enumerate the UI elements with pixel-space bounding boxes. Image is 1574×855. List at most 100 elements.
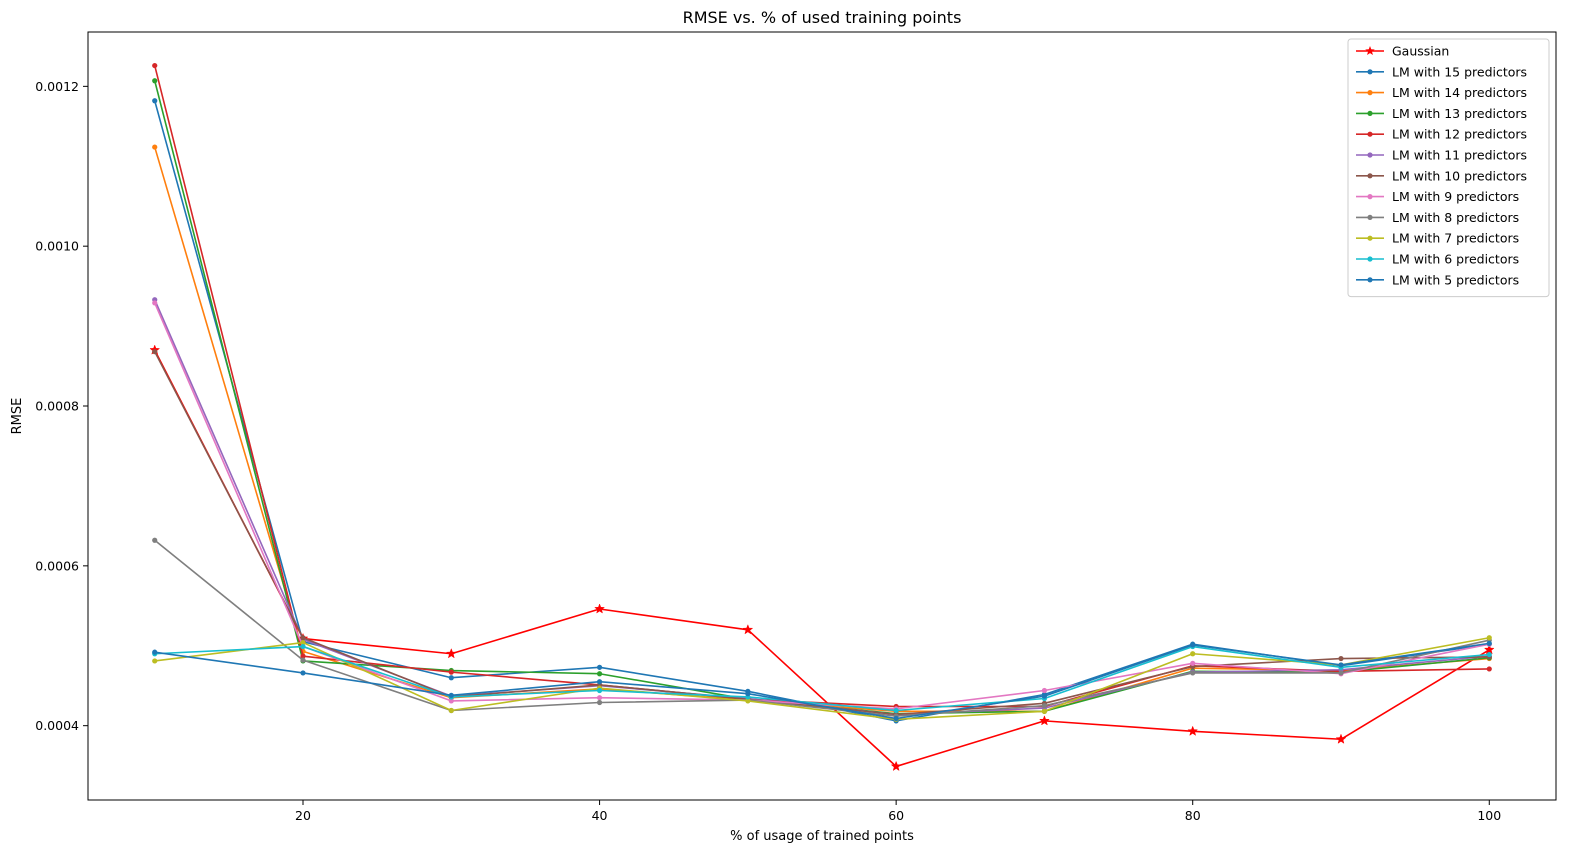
plot-frame (87, 31, 1557, 801)
y-tick-label: 0.0008 (35, 399, 79, 414)
legend-label: LM with 5 predictors (1392, 272, 1519, 287)
legend-marker (1367, 235, 1373, 241)
legend-label: LM with 6 predictors (1392, 252, 1519, 267)
legend-marker (1367, 194, 1373, 200)
legend-item: LM with 8 predictors (1356, 210, 1519, 225)
data-point (1486, 640, 1492, 646)
legend-label: LM with 12 predictors (1392, 127, 1527, 142)
legend-label: LM with 13 predictors (1392, 106, 1527, 121)
y-tick-label: 0.0010 (35, 239, 79, 254)
data-point (596, 695, 603, 701)
data-point (1338, 662, 1344, 668)
data-point (596, 664, 603, 670)
data-point (448, 698, 454, 704)
legend-label: LM with 15 predictors (1392, 64, 1527, 79)
data-point (300, 653, 306, 659)
data-point (300, 670, 306, 676)
data-point (893, 707, 899, 714)
legend-label: LM with 14 predictors (1392, 85, 1527, 100)
data-point (448, 692, 454, 698)
data-point (594, 603, 606, 614)
legend-marker (1365, 46, 1375, 56)
legend-marker (1367, 214, 1373, 220)
data-point (1190, 642, 1196, 648)
data-point (745, 691, 751, 697)
x-tick-label: 40 (592, 808, 608, 823)
data-point (152, 649, 158, 655)
y-tick-label: 0.0004 (35, 718, 79, 733)
legend-item: LM with 10 predictors (1356, 168, 1527, 183)
data-point (890, 760, 902, 772)
data-point (300, 643, 306, 650)
series-0 (149, 344, 1495, 772)
data-point (152, 349, 158, 355)
legend-item: LM with 11 predictors (1356, 148, 1527, 163)
data-point (448, 669, 454, 675)
legend-marker (1367, 173, 1373, 179)
data-point (1338, 655, 1344, 662)
series-line (154, 645, 1490, 712)
data-point (596, 671, 603, 677)
x-tick-label: 20 (295, 808, 311, 823)
y-axis: 0.0004 0.0006 0.0008 0.0010 0.0012 (35, 79, 88, 733)
plot-area (88, 32, 1556, 800)
data-point (1038, 715, 1050, 726)
data-point (152, 537, 158, 543)
legend: Gaussian LM with 15 predictors LM with 14 … (1347, 38, 1550, 298)
legend-item: LM with 5 predictors (1356, 272, 1519, 287)
data-point (1041, 693, 1048, 699)
x-axis-label: % of usage of trained points (730, 829, 914, 844)
data-point (152, 98, 158, 104)
data-point (1190, 651, 1196, 657)
data-point (445, 648, 457, 659)
legend-marker (1367, 131, 1373, 137)
data-point (300, 657, 306, 663)
series-line (154, 349, 1490, 768)
data-point (152, 300, 158, 306)
legend-label: LM with 11 predictors (1392, 148, 1527, 163)
series-line (154, 642, 1490, 720)
data-point (152, 78, 158, 84)
x-tick-label: 100 (1477, 808, 1501, 823)
data-point (1486, 666, 1492, 672)
x-tick-label: 80 (1185, 808, 1201, 823)
series-layer (149, 62, 1495, 772)
data-point (448, 675, 454, 681)
legend-item: LM with 6 predictors (1356, 252, 1519, 267)
legend-item: LM with 15 predictors (1356, 64, 1527, 79)
y-tick-label: 0.0006 (35, 558, 79, 573)
data-point (300, 639, 306, 646)
data-point (152, 62, 158, 69)
series-line (154, 636, 1490, 721)
legend-marker (1367, 69, 1373, 75)
legend-marker (1367, 110, 1373, 116)
legend-marker (1367, 277, 1373, 283)
legend-marker (1367, 90, 1373, 96)
data-point (1041, 687, 1048, 694)
legend-item: LM with 13 predictors (1356, 106, 1527, 121)
legend-item: LM with 14 predictors (1356, 85, 1527, 100)
series-11 (152, 640, 1492, 722)
data-point (152, 144, 158, 150)
legend-marker (1367, 152, 1373, 158)
legend-item: LM with 12 predictors (1356, 127, 1527, 142)
data-point (596, 687, 603, 694)
data-point (1483, 644, 1495, 655)
data-point (1041, 708, 1048, 714)
data-point (1486, 635, 1492, 641)
chart-title: RMSE vs. % of used training points (683, 8, 962, 27)
data-point (745, 698, 751, 704)
data-point (300, 635, 306, 641)
legend-item: LM with 7 predictors (1356, 231, 1519, 246)
data-point (1190, 660, 1196, 666)
data-point (596, 699, 603, 706)
legend-frame (1347, 38, 1550, 298)
y-axis-label: RMSE (10, 398, 25, 435)
data-point (1335, 733, 1347, 744)
legend-marker (1367, 256, 1373, 262)
x-axis: 20 40 60 80 100 (295, 800, 1501, 823)
y-tick-label: 0.0012 (35, 79, 79, 94)
data-point (152, 658, 158, 664)
data-point (596, 679, 603, 685)
